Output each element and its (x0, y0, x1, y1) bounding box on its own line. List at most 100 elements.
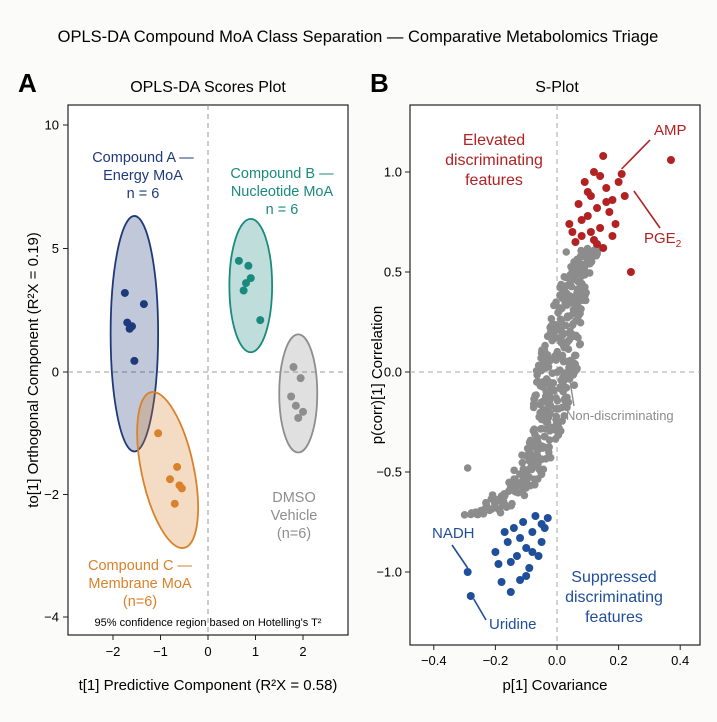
b-ytick-label: −0.5 (376, 465, 402, 480)
nondisc-point (557, 316, 566, 324)
suppressed-point (506, 558, 515, 566)
nondisc-point (509, 481, 517, 490)
nondisc-point (560, 343, 569, 352)
energy-label-3: n = 6 (127, 186, 160, 202)
nondisc-point (572, 365, 581, 374)
nondisc-point (526, 438, 535, 446)
nondisc-point (587, 257, 596, 266)
nondisc-point (550, 353, 559, 362)
b-xtick-label: 0.2 (610, 653, 628, 668)
elevated-point (620, 192, 629, 200)
nondisc-point (522, 452, 530, 460)
suppressed-point (525, 564, 534, 572)
point-membrane (166, 475, 174, 484)
suppressed-point (509, 524, 518, 532)
ellipse-membrane (136, 391, 199, 549)
pge2-label-sub: 2 (676, 239, 682, 250)
panel-a-zero-lines (68, 105, 348, 635)
nondisc-point (581, 262, 589, 270)
nondisc-point (518, 480, 527, 489)
nondisc-point (563, 399, 571, 408)
a-xtick-label: 1 (252, 644, 259, 659)
figure-title: OPLS-DA Compound MoA Class Separation — … (58, 28, 659, 46)
b-ytick-label: 1.0 (384, 165, 402, 180)
nondisc-point (554, 431, 563, 439)
panel-b-leader-lines (451, 139, 661, 621)
nondisc-point (550, 320, 559, 329)
nondisc-point (547, 315, 556, 323)
elevated-point (605, 208, 614, 216)
nondisc-point (565, 363, 573, 372)
panel-a-ellipses (109, 215, 319, 549)
amp-label: AMP (654, 122, 687, 139)
elevated-annotation: Elevated discriminating features (445, 132, 543, 189)
b-xtick-label: −0.4 (421, 653, 447, 668)
elevated-point (568, 228, 577, 236)
nadh-leader (451, 544, 469, 569)
suppressed-point (516, 576, 525, 584)
elevated-point (574, 200, 583, 208)
nondisc-point (538, 443, 547, 452)
nondisc-point (575, 340, 584, 349)
a-ytick-label: −4 (44, 610, 59, 625)
point-dmso (287, 392, 296, 401)
panel-b-title: S-Plot (535, 79, 579, 96)
suppressed-point (506, 588, 515, 596)
nondisc-point (559, 357, 568, 366)
ellipse-dmso (278, 333, 319, 454)
elevated-point (666, 156, 675, 164)
elevated-point (608, 232, 617, 240)
suppressed-point (503, 538, 512, 546)
b-ytick-label: 0.0 (384, 365, 402, 380)
ellipse-nucleotide (228, 217, 274, 354)
nondisc-point (552, 298, 560, 306)
suppressed-point (528, 548, 537, 556)
panel-a-title: OPLS-DA Scores Plot (130, 79, 286, 96)
point-nucleotide (239, 286, 248, 295)
nondisc-point (537, 366, 546, 375)
elevated-point (577, 216, 586, 224)
nondisc-point (553, 397, 562, 405)
nondisc-point (561, 321, 570, 330)
suppressed-point (516, 534, 525, 542)
label-membrane: Compound C — Membrane MoA (n=6) (88, 558, 192, 610)
amp-leader (621, 139, 651, 170)
membrane-label-3: (n=6) (123, 594, 157, 610)
suppressed-point (522, 544, 531, 552)
point-energy (120, 288, 129, 297)
label-energy: Compound A — Energy MoA n = 6 (92, 150, 194, 202)
b-xtick-label: −0.2 (483, 653, 509, 668)
elevated-point (577, 232, 586, 240)
suppressed-point (500, 528, 509, 536)
nondisc-point (572, 331, 580, 340)
suppressed-point (537, 538, 546, 546)
nondisc-point (576, 283, 585, 291)
dmso-label-2: Vehicle (271, 508, 318, 524)
suppressed-point (543, 514, 552, 522)
nondisc-point (548, 369, 557, 377)
nondisc-point (548, 336, 556, 345)
point-nucleotide (244, 261, 253, 270)
point-dmso (299, 407, 307, 416)
nondisc-point (520, 491, 529, 500)
a-ytick-label: 0 (52, 365, 59, 380)
ellipse-energy (109, 215, 160, 453)
nondisc-point (476, 506, 485, 515)
nondisc-point (525, 465, 534, 473)
nondisc-point (533, 451, 542, 460)
nondisc-point (542, 375, 551, 383)
suppressed-point (497, 578, 506, 586)
elevated-text-1: Elevated (463, 132, 525, 149)
suppressed-point (522, 572, 531, 580)
nondisc-point (545, 436, 554, 444)
suppressed-point (534, 552, 543, 560)
point-membrane (170, 499, 179, 508)
pge2-label-main: PGE (644, 230, 676, 247)
a-xtick-label: 2 (299, 644, 306, 659)
point-nucleotide (246, 274, 255, 283)
a-ytick-label: −2 (44, 487, 59, 502)
nondisc-highlight-point (565, 375, 574, 383)
suppressed-annotation: Suppressed discriminating features (565, 569, 663, 626)
nondisc-point (559, 376, 567, 385)
